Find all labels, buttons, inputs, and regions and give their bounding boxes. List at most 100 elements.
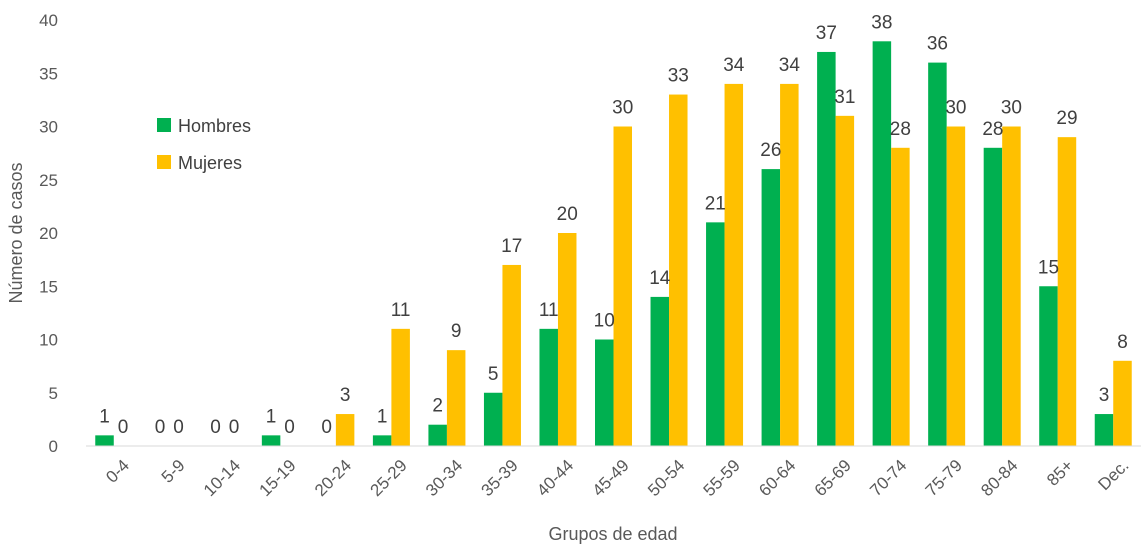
- bar-mujeres: [335, 414, 355, 446]
- data-label: 28: [982, 119, 1003, 140]
- data-label: 0: [321, 417, 332, 438]
- bar-hombres: [706, 222, 725, 446]
- bar-hombres: [761, 169, 781, 446]
- data-label: 1: [99, 406, 110, 427]
- bar-hombres: [372, 435, 392, 446]
- data-label: 0: [173, 417, 184, 438]
- data-label: 34: [723, 55, 745, 76]
- data-label: 0: [118, 417, 129, 438]
- bar-hombres: [872, 41, 892, 447]
- y-tick-label: 10: [39, 331, 58, 350]
- data-label: 30: [1001, 98, 1022, 119]
- data-label: 8: [1117, 332, 1128, 353]
- y-axis-ticks: 0 5 10 15 20 25 30 35 40: [39, 11, 58, 456]
- data-label: 33: [668, 66, 689, 87]
- data-label: 30: [612, 98, 633, 119]
- data-label: 29: [1056, 108, 1077, 129]
- x-tick-label: 15-19: [255, 456, 299, 500]
- y-tick-label: 40: [39, 11, 58, 30]
- bar-hombres: [483, 392, 503, 446]
- x-tick-label: 55-59: [700, 456, 744, 500]
- data-label: 21: [705, 193, 726, 214]
- data-label: 37: [816, 23, 837, 44]
- data-label: 9: [451, 321, 462, 342]
- bar-mujeres: [557, 233, 577, 446]
- bar-hombres: [817, 51, 836, 446]
- y-axis-title: Número de casos: [6, 162, 26, 303]
- y-tick-label: 30: [39, 118, 58, 137]
- bar-mujeres: [724, 83, 744, 447]
- data-label: 5: [488, 364, 499, 385]
- x-tick-label: 30-34: [422, 456, 466, 500]
- x-tick-label: 25-29: [367, 456, 411, 500]
- legend: Hombres Mujeres: [157, 116, 251, 173]
- data-label: 30: [945, 98, 966, 119]
- x-tick-label: 65-69: [811, 456, 855, 500]
- y-tick-label: 5: [49, 384, 58, 403]
- data-label: 38: [871, 12, 892, 33]
- bar-mujeres: [391, 328, 410, 446]
- y-tick-label: 25: [39, 171, 58, 190]
- legend-swatch: [157, 118, 171, 132]
- bar-hombres: [983, 147, 1003, 447]
- bar-mujeres: [1057, 137, 1077, 446]
- bar-mujeres: [502, 264, 521, 446]
- x-tick-label: 80-84: [977, 456, 1021, 500]
- data-label: 1: [377, 406, 388, 427]
- data-label: 26: [760, 140, 781, 161]
- data-label: 3: [1099, 385, 1110, 406]
- data-label: 36: [927, 34, 948, 55]
- data-label: 14: [649, 268, 671, 289]
- data-label: 17: [501, 236, 522, 257]
- data-label: 3: [340, 385, 351, 406]
- y-tick-label: 35: [39, 64, 58, 83]
- bar-mujeres: [780, 83, 799, 447]
- legend-label: Mujeres: [178, 153, 242, 173]
- x-tick-label: 0-4: [102, 456, 133, 487]
- x-tick-label: 35-39: [478, 456, 522, 500]
- bar-hombres: [650, 296, 670, 446]
- bar-hombres: [539, 328, 558, 446]
- bar-mujeres: [891, 147, 910, 447]
- bar-mujeres: [613, 126, 632, 446]
- bar-hombres: [261, 435, 281, 446]
- data-label: 10: [594, 311, 615, 332]
- x-axis-ticks: 0-4 5-9 10-14 15-19 20-24 25-29 30-34 35-39 40-4…: [102, 456, 1132, 500]
- data-label: 0: [229, 417, 240, 438]
- x-tick-label: 5-9: [158, 456, 189, 487]
- bar-hombres: [595, 339, 614, 446]
- bar-hombres: [1094, 414, 1114, 446]
- x-tick-label: 20-24: [311, 456, 355, 500]
- data-label: 0: [210, 417, 221, 438]
- bar-mujeres: [669, 94, 688, 447]
- data-label: 34: [779, 55, 801, 76]
- bar-hombres: [1039, 286, 1058, 446]
- data-label: 0: [155, 417, 166, 438]
- bar-hombres: [95, 435, 114, 446]
- bar-hombres: [428, 424, 447, 446]
- bar-mujeres: [1113, 360, 1132, 446]
- x-tick-label: 45-49: [589, 456, 633, 500]
- bars: [95, 41, 1132, 447]
- bar-mujeres: [835, 115, 855, 446]
- legend-swatch: [157, 155, 171, 169]
- data-label: 28: [890, 119, 911, 140]
- data-label: 15: [1038, 257, 1059, 278]
- x-tick-label: 70-74: [866, 456, 910, 500]
- y-tick-label: 15: [39, 277, 58, 296]
- data-label: 11: [539, 300, 559, 321]
- x-tick-label: 85+: [1043, 456, 1077, 490]
- x-tick-label: 50-54: [644, 456, 688, 500]
- data-label: 0: [284, 417, 295, 438]
- data-label: 2: [432, 396, 443, 417]
- data-label: 20: [557, 204, 578, 225]
- x-tick-label: 75-79: [922, 456, 966, 500]
- y-tick-label: 0: [49, 437, 58, 456]
- bar-hombres: [928, 62, 947, 446]
- x-tick-label: 40-44: [533, 456, 577, 500]
- data-label: 11: [391, 300, 411, 321]
- y-tick-label: 20: [39, 224, 58, 243]
- x-axis-title: Grupos de edad: [548, 524, 677, 544]
